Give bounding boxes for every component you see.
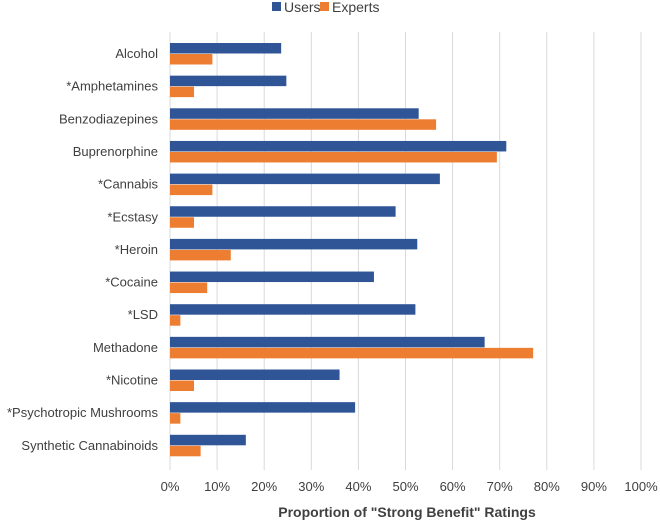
bar-users xyxy=(170,75,287,87)
bar-users xyxy=(170,336,485,348)
bar-users xyxy=(170,369,340,380)
bar-experts xyxy=(170,282,208,294)
category-label: *Heroin xyxy=(115,242,158,257)
x-tick-label: 20% xyxy=(251,479,277,494)
bar-experts xyxy=(170,445,201,457)
bar-users xyxy=(170,108,419,119)
legend-label-experts: Experts xyxy=(332,0,379,15)
gridlines xyxy=(169,32,642,470)
bar-experts xyxy=(170,151,497,163)
category-label: *LSD xyxy=(128,307,158,322)
legend-label-users: Users xyxy=(284,0,321,15)
bar-users xyxy=(170,271,374,283)
x-tick-label: 80% xyxy=(534,479,560,494)
legend-swatch-users xyxy=(272,2,281,11)
bar-experts xyxy=(170,413,181,424)
bars xyxy=(170,43,534,457)
bar-experts xyxy=(170,315,181,326)
bar-users xyxy=(170,206,396,217)
bar-users xyxy=(170,402,356,413)
bar-experts xyxy=(170,380,195,391)
bar-users xyxy=(170,140,507,152)
category-label: Synthetic Cannabinoids xyxy=(21,438,158,453)
category-label: *Amphetamines xyxy=(66,79,158,94)
bar-experts xyxy=(170,347,534,359)
bar-users xyxy=(170,434,246,446)
category-label: *Cocaine xyxy=(105,275,158,290)
bar-experts xyxy=(170,217,195,228)
category-label: Alcohol xyxy=(115,46,158,61)
bar-users xyxy=(170,43,282,54)
x-tick-label: 60% xyxy=(440,479,466,494)
x-tick-labels: 0% 10% 20% 30% 40% 50% 60% 70% 80% 90% 100% xyxy=(161,479,658,494)
bar-users xyxy=(170,173,440,185)
bar-users xyxy=(170,304,416,315)
category-label: Methadone xyxy=(93,340,158,355)
x-tick-label: 70% xyxy=(487,479,513,494)
legend-swatch-experts xyxy=(320,2,329,11)
x-tick-label: 50% xyxy=(392,479,418,494)
bar-users xyxy=(170,238,418,250)
category-label: *Nicotine xyxy=(106,373,158,388)
legend: Users Experts xyxy=(272,0,379,15)
bar-experts xyxy=(170,54,213,65)
x-tick-label: 100% xyxy=(624,479,658,494)
category-label: *Ecstasy xyxy=(107,209,158,224)
x-tick-label: 90% xyxy=(581,479,607,494)
bar-experts xyxy=(170,119,437,130)
x-tick-label: 0% xyxy=(161,479,180,494)
category-label: *Cannabis xyxy=(98,177,158,192)
x-tick-label: 40% xyxy=(345,479,371,494)
category-labels: Alcohol *Amphetamines Benzodiazepines Bupre… xyxy=(7,46,158,453)
x-tick-label: 10% xyxy=(204,479,230,494)
category-label: *Psychotropic Mushrooms xyxy=(7,405,158,420)
bar-experts xyxy=(170,86,195,98)
category-label: Benzodiazepines xyxy=(59,111,159,126)
x-tick-label: 30% xyxy=(298,479,324,494)
bar-experts xyxy=(170,184,213,196)
category-label: Buprenorphine xyxy=(73,144,158,159)
x-axis-title: Proportion of "Strong Benefit" Ratings xyxy=(278,504,536,520)
bar-experts xyxy=(170,249,231,261)
